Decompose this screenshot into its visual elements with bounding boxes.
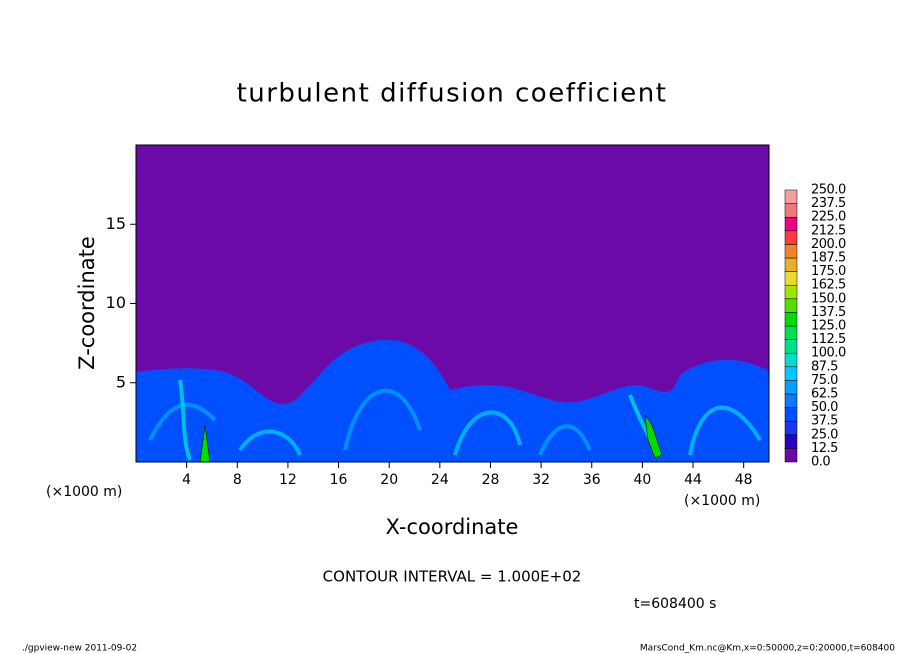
colorbar-box <box>784 420 798 436</box>
x-tick-label: 32 <box>532 472 550 488</box>
colorbar-label: 75.0 <box>811 373 838 388</box>
colorbar-label: 212.5 <box>811 223 846 238</box>
colorbar-label: 87.5 <box>811 359 838 374</box>
colorbar-box <box>784 393 798 408</box>
colorbar-box <box>784 230 798 245</box>
x-tick-label: 12 <box>279 472 297 488</box>
colorbar-box <box>784 448 798 463</box>
x-tick-label: 20 <box>380 472 398 488</box>
colorbar-box <box>784 352 798 368</box>
colorbar-label: 187.5 <box>811 251 846 266</box>
x-tick-label: 44 <box>684 472 702 488</box>
colorbar-box <box>784 325 798 340</box>
field-streak <box>238 429 302 456</box>
colorbar-box <box>784 244 798 259</box>
field-patch <box>644 414 663 459</box>
colorbar-label: 175.0 <box>811 264 846 279</box>
field <box>136 145 769 463</box>
x-unit: (×1000 m) <box>684 493 760 509</box>
colorbar-box <box>784 216 798 232</box>
x-axis-label: X-coordinate <box>386 515 519 539</box>
colorbar-label: 112.5 <box>811 332 846 347</box>
field-region <box>136 339 769 462</box>
colorbar-label: 237.5 <box>811 196 846 211</box>
x-tick-label: 16 <box>330 472 348 488</box>
footer: MarsCond_Km.nc@Km,x=0:50000,z=0:20000,t=… <box>640 644 895 654</box>
colorbar-label: 162.5 <box>811 278 846 293</box>
field-streak <box>178 379 192 461</box>
colorbar-box <box>784 366 798 381</box>
colorbar-label: 62.5 <box>811 387 838 402</box>
y-axis-label: Z-coordinate <box>75 236 99 370</box>
field-streak <box>453 410 522 456</box>
colorbar-label: 0.0 <box>811 455 830 470</box>
time-label: t=608400 s <box>634 596 716 612</box>
field-streak <box>688 405 762 456</box>
colorbar-label: 50.0 <box>811 400 838 415</box>
field-streak <box>538 424 592 456</box>
colorbar-box <box>784 312 798 327</box>
y-tick-label: 5 <box>116 372 126 391</box>
colorbar-label: 200.0 <box>811 237 846 252</box>
colorbar-label: 25.0 <box>811 427 838 442</box>
colorbar-box <box>784 434 798 449</box>
colorbar-box <box>784 339 798 354</box>
x-tick-label: 24 <box>431 472 449 488</box>
chart-title: turbulent diffusion coefficient <box>237 79 668 109</box>
colorbar-label: 37.5 <box>811 414 838 429</box>
x-unit: (×1000 m) <box>46 484 122 500</box>
colorbar-label: 137.5 <box>811 305 846 320</box>
colorbar-label: 100.0 <box>811 346 846 361</box>
colorbar-box <box>784 189 798 204</box>
colorbar-box <box>784 271 798 286</box>
colorbar-box <box>784 380 798 395</box>
colorbar-box <box>784 298 798 313</box>
field-streak <box>148 402 217 441</box>
footer: ./gpview-new 2011-09-02 <box>22 644 137 654</box>
colorbar-label: 12.5 <box>811 441 838 456</box>
x-tick-label: 48 <box>735 472 753 488</box>
colorbar-box <box>784 203 798 218</box>
x-tick-label: 28 <box>482 472 500 488</box>
colorbar-box <box>784 257 798 272</box>
x-tick-label: 4 <box>182 472 191 488</box>
x-tick-label: 40 <box>633 472 651 488</box>
colorbar-box <box>784 407 798 422</box>
colorbar-label: 250.0 <box>811 183 846 198</box>
y-tick-label: 15 <box>106 214 126 233</box>
x-tick-label: 36 <box>583 472 601 488</box>
colorbar-box <box>784 284 798 300</box>
y-tick-label: 10 <box>106 293 126 312</box>
colorbar-label: 150.0 <box>811 291 846 306</box>
field-streak <box>343 388 422 451</box>
colorbar-label: 225.0 <box>811 210 846 225</box>
x-tick-label: 8 <box>233 472 242 488</box>
contour-interval: CONTOUR INTERVAL = 1.000E+02 <box>323 568 582 586</box>
colorbar-label: 125.0 <box>811 319 846 334</box>
